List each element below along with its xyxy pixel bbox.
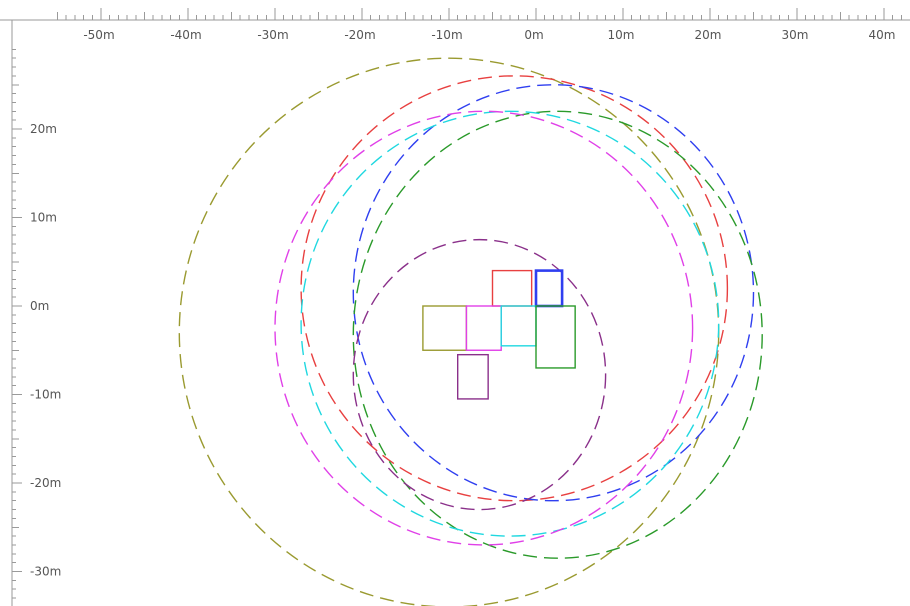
range-boundary-cyan: [300, 110, 720, 537]
range-boundary-green: [352, 110, 763, 559]
footprint-green: [535, 305, 576, 369]
vertical-ruler: 20m 10m 0m -10m -20m -30m: [11, 20, 61, 606]
horizontal-ruler: -50m -40m -30m -20m -10m 0m 10m 20m 30m 40m: [0, 8, 910, 42]
x-tick-label: -40m: [170, 28, 201, 42]
x-tick-label: 30m: [782, 28, 809, 42]
y-tick-label: 10m: [30, 211, 57, 225]
footprint-purple: [457, 353, 489, 400]
x-tick-label: -50m: [83, 28, 114, 42]
x-tick-label: -10m: [431, 28, 462, 42]
y-tick-label: 20m: [30, 122, 57, 136]
range-boundary-blue: [352, 84, 755, 502]
x-tick-label: -20m: [344, 28, 375, 42]
footprint-cyan: [500, 305, 537, 347]
footprint-blue: [534, 269, 564, 308]
range-boundaries: [178, 57, 763, 606]
y-tick-label: 0m: [30, 299, 49, 313]
y-tick-label: -20m: [30, 476, 61, 490]
x-tick-label: 10m: [608, 28, 635, 42]
footprint-magenta: [465, 305, 502, 351]
footprint-rectangles: [422, 269, 576, 400]
footprint-olive: [422, 305, 468, 351]
x-tick-label: 0m: [524, 28, 543, 42]
range-boundary-magenta: [274, 110, 694, 546]
x-tick-label: -30m: [257, 28, 288, 42]
x-tick-label: 40m: [869, 28, 896, 42]
footprint-red: [491, 269, 533, 307]
range-boundary-red: [300, 75, 729, 502]
range-boundary-purple: [352, 238, 607, 511]
y-tick-label: -10m: [30, 388, 61, 402]
y-tick-label: -30m: [30, 565, 61, 579]
x-tick-label: 20m: [695, 28, 722, 42]
